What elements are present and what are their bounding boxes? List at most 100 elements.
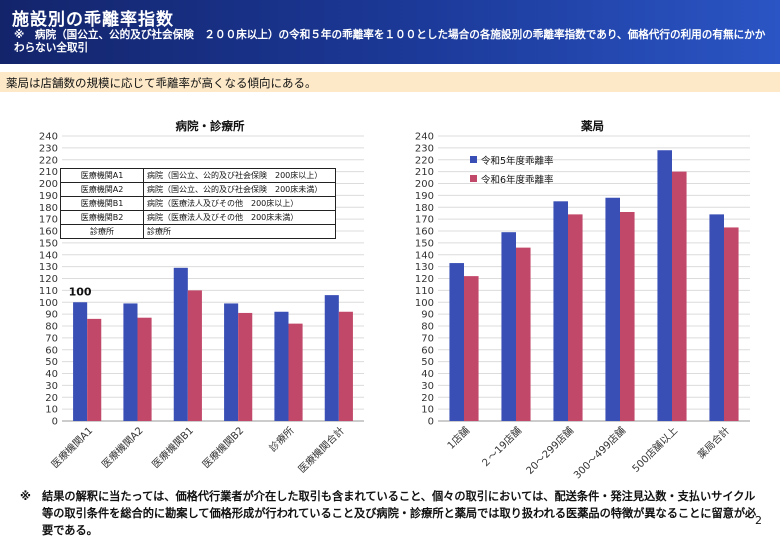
y-tick-label: 140	[415, 250, 434, 261]
footnote: ※ 結果の解釈に当たっては、価格代行業者が介在した取引も含まれていること、個々の…	[20, 488, 760, 539]
facility-legend-table: 医療機関A1 病院（国公立、公的及び社会保険 200床以上） 医療機関A2 病院（国公…	[60, 168, 336, 239]
chart-title-pharmacy: 薬局	[581, 119, 604, 133]
legend-table-row: 診療所 診療所	[60, 224, 336, 239]
x-tick-label: 医療機関B1	[149, 424, 196, 471]
bar	[338, 311, 353, 421]
legend-table-desc: 診療所	[143, 224, 336, 239]
y-tick-label: 60	[45, 345, 58, 356]
y-tick-label: 100	[39, 298, 58, 309]
legend-table-row: 医療機関B1 病院（医療法人及びその他 200床以上）	[60, 196, 336, 211]
y-tick-label: 150	[39, 238, 58, 249]
summary-banner: 薬局は店舗数の規模に応じて乖離率が高くなる傾向にある。	[0, 72, 780, 92]
y-tick-label: 170	[39, 215, 58, 226]
bar	[238, 312, 253, 421]
y-tick-label: 180	[415, 203, 434, 214]
bar	[137, 317, 152, 421]
y-tick-label: 220	[39, 155, 58, 166]
y-tick-label: 80	[45, 322, 58, 333]
y-tick-label: 60	[421, 345, 434, 356]
bar	[516, 247, 531, 421]
legend-table-code: 医療機関A2	[60, 182, 144, 197]
y-tick-label: 220	[415, 155, 434, 166]
legend-table-row: 医療機関B2 病院（医療法人及びその他 200床未満）	[60, 210, 336, 225]
y-tick-label: 90	[45, 310, 58, 321]
y-tick-label: 130	[415, 262, 434, 273]
legend-item-r5: 令和5年度乖離率	[470, 150, 554, 169]
y-tick-label: 200	[415, 179, 434, 190]
summary-text: 薬局は店舗数の規模に応じて乖離率が高くなる傾向にある。	[6, 76, 317, 90]
legend-table-row: 医療機関A2 病院（国公立、公的及び社会保険 200床未満）	[60, 182, 336, 197]
y-tick-label: 190	[39, 191, 58, 202]
legend-table-desc: 病院（医療法人及びその他 200床未満）	[143, 210, 336, 225]
y-tick-label: 40	[421, 369, 434, 380]
y-tick-label: 160	[39, 227, 58, 238]
legend-table-row: 医療機関A1 病院（国公立、公的及び社会保険 200床以上）	[60, 168, 336, 183]
page-number: 2	[755, 514, 762, 527]
legend-table-code: 診療所	[60, 224, 144, 239]
bar	[568, 214, 583, 421]
y-tick-label: 40	[45, 369, 58, 380]
bar	[173, 267, 188, 421]
bar	[657, 150, 672, 421]
page-subtitle: ※ 病院（国公立、公的及び社会保険 ２００床以上）の令和５年の乖離率を１００とし…	[14, 29, 766, 54]
header-banner: 施設別の乖離率指数 ※ 病院（国公立、公的及び社会保険 ２００床以上）の令和５年…	[0, 0, 780, 64]
x-tick-label: 診療所	[266, 424, 296, 454]
bar	[672, 171, 687, 421]
bar	[724, 227, 739, 421]
y-tick-label: 90	[421, 310, 434, 321]
bar	[501, 232, 516, 421]
bar	[449, 263, 464, 421]
bar	[123, 303, 138, 421]
y-tick-label: 210	[39, 167, 58, 178]
y-tick-label: 80	[421, 322, 434, 333]
y-tick-label: 100	[415, 298, 434, 309]
y-tick-label: 110	[415, 286, 434, 297]
bar	[87, 318, 102, 421]
legend-table-code: 医療機関B1	[60, 196, 144, 211]
y-tick-label: 230	[39, 143, 58, 154]
bar	[187, 290, 202, 421]
legend-table-desc: 病院（医療法人及びその他 200床以上）	[143, 196, 336, 211]
y-tick-label: 190	[415, 191, 434, 202]
x-tick-label: 300～499店舗	[571, 424, 628, 481]
y-tick-label: 110	[39, 286, 58, 297]
y-tick-label: 160	[415, 227, 434, 238]
y-tick-label: 170	[415, 215, 434, 226]
y-tick-label: 50	[421, 357, 434, 368]
y-tick-label: 30	[421, 381, 434, 392]
y-tick-label: 230	[415, 143, 434, 154]
bar	[605, 197, 620, 421]
y-tick-label: 130	[39, 262, 58, 273]
bar	[224, 303, 239, 421]
pharmacy-legend: 令和5年度乖離率 令和6年度乖離率	[470, 150, 554, 188]
legend-table-code: 医療機関B2	[60, 210, 144, 225]
legend-table-desc: 病院（国公立、公的及び社会保険 200床未満）	[143, 182, 336, 197]
data-label: 100	[69, 285, 92, 298]
legend-table-code: 医療機関A1	[60, 168, 144, 183]
bar	[288, 323, 303, 421]
x-tick-label: 500店舗以上	[629, 424, 680, 475]
y-tick-label: 0	[428, 417, 434, 428]
y-tick-label: 240	[415, 132, 434, 143]
y-tick-label: 120	[415, 274, 434, 285]
y-tick-label: 120	[39, 274, 58, 285]
bar	[274, 311, 289, 421]
y-tick-label: 0	[52, 417, 58, 428]
x-tick-label: 医療機関合計	[295, 424, 347, 476]
legend-table-desc: 病院（国公立、公的及び社会保険 200床以上）	[143, 168, 336, 183]
y-tick-label: 30	[45, 381, 58, 392]
y-tick-label: 20	[421, 393, 434, 404]
chart-title-hospital: 病院・診療所	[175, 119, 245, 133]
bar	[620, 212, 635, 421]
y-tick-label: 70	[421, 333, 434, 344]
y-tick-label: 240	[39, 132, 58, 143]
y-tick-label: 200	[39, 179, 58, 190]
bar	[73, 302, 88, 421]
bar	[553, 201, 568, 421]
y-tick-label: 140	[39, 250, 58, 261]
y-tick-label: 180	[39, 203, 58, 214]
y-tick-label: 70	[45, 333, 58, 344]
footnote-mark: ※	[20, 490, 31, 503]
y-tick-label: 10	[421, 405, 434, 416]
